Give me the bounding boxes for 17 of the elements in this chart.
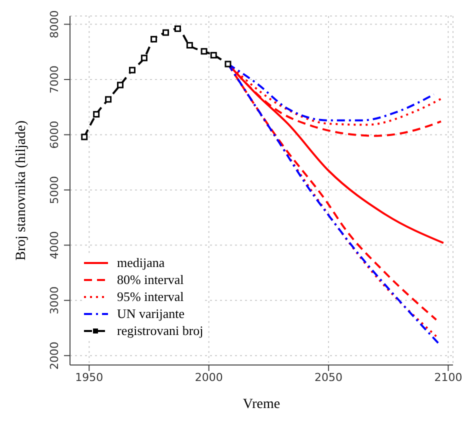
y-tick-label: 4000 — [48, 231, 61, 260]
y-tick-label: 3000 — [48, 286, 61, 314]
legend-label: UN varijante — [117, 306, 185, 322]
x-axis-title: Vreme — [242, 397, 280, 412]
legend-label: 80% interval — [117, 272, 184, 288]
y-tick-label: 8000 — [48, 10, 61, 38]
y-tick-label: 6000 — [48, 120, 61, 149]
x-tick-label: 2000 — [194, 370, 223, 384]
legend-label: registrovani broj — [117, 322, 204, 338]
y-axis-title: Broj stanovnika (hiljade) — [14, 120, 29, 260]
y-tick-label: 7000 — [48, 66, 61, 94]
x-tick-label: 1950 — [75, 370, 104, 384]
y-tick-label: 5000 — [48, 176, 61, 204]
legend-label: 95% interval — [117, 288, 184, 304]
x-tick-label: 2100 — [434, 370, 462, 384]
legend-label: medijana — [117, 254, 165, 270]
x-tick-label: 2050 — [314, 370, 343, 384]
